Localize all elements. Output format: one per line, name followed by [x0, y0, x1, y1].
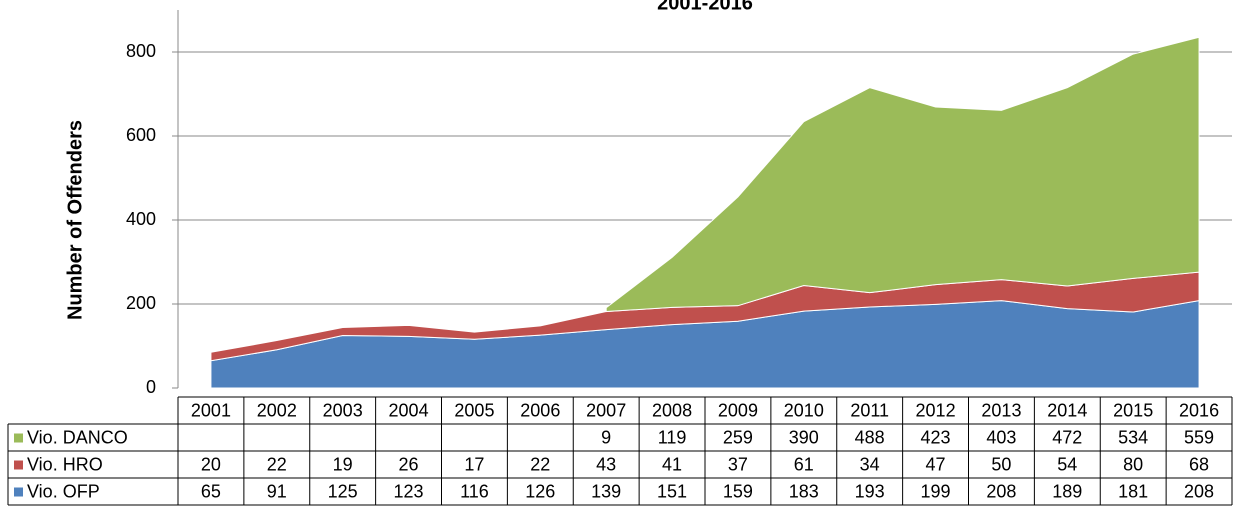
x-tick-label: 2016 — [1179, 400, 1219, 420]
x-tick-label: 2007 — [586, 400, 626, 420]
x-tick-label: 2013 — [981, 400, 1021, 420]
x-tick-label: 2001 — [191, 400, 231, 420]
x-tick-label: 2004 — [389, 400, 429, 420]
table-cell: 534 — [1118, 427, 1148, 447]
table-cell: 139 — [591, 481, 621, 501]
table-cell: 559 — [1184, 427, 1214, 447]
legend-label: Vio. DANCO — [27, 427, 128, 447]
table-cell: 151 — [657, 481, 687, 501]
table-cell: 54 — [1057, 454, 1077, 474]
table-cell: 61 — [794, 454, 814, 474]
x-tick-label: 2002 — [257, 400, 297, 420]
table-cell: 123 — [394, 481, 424, 501]
table-cell: 9 — [601, 427, 611, 447]
table-cell: 50 — [991, 454, 1011, 474]
table-cell: 259 — [723, 427, 753, 447]
y-tick-label: 400 — [126, 209, 156, 229]
table-cell: 199 — [921, 481, 951, 501]
area — [605, 36, 1200, 313]
table-cell: 390 — [789, 427, 819, 447]
y-tick-label: 0 — [146, 377, 156, 397]
table-cell: 22 — [267, 454, 287, 474]
x-tick-label: 2010 — [784, 400, 824, 420]
area — [210, 271, 1200, 362]
table-cell: 68 — [1189, 454, 1209, 474]
table-cell: 208 — [986, 481, 1016, 501]
chart-title: 2001-2016 — [657, 0, 753, 14]
y-axis-label: Number of Offenders — [64, 120, 86, 320]
x-tick-label: 2008 — [652, 400, 692, 420]
table-cell: 37 — [728, 454, 748, 474]
table-cell: 472 — [1052, 427, 1082, 447]
table-cell: 43 — [596, 454, 616, 474]
table-cell: 47 — [926, 454, 946, 474]
table-cell: 119 — [658, 427, 687, 447]
table-cell: 183 — [789, 481, 819, 501]
table-cell: 208 — [1184, 481, 1214, 501]
table-cell: 403 — [986, 427, 1016, 447]
table-cell: 65 — [201, 481, 221, 501]
table-cell: 17 — [464, 454, 484, 474]
table-cell: 19 — [333, 454, 353, 474]
x-tick-label: 2012 — [916, 400, 956, 420]
table-cell: 181 — [1118, 481, 1148, 501]
table-cell: 22 — [530, 454, 550, 474]
x-tick-label: 2006 — [520, 400, 560, 420]
table-cell: 20 — [201, 454, 221, 474]
table-cell: 423 — [921, 427, 951, 447]
x-tick-label: 2009 — [718, 400, 758, 420]
table-cell: 125 — [328, 481, 358, 501]
table-cell: 34 — [860, 454, 880, 474]
table-cell: 488 — [855, 427, 885, 447]
table-cell: 41 — [662, 454, 682, 474]
x-tick-label: 2015 — [1113, 400, 1153, 420]
table-cell: 26 — [399, 454, 419, 474]
x-tick-label: 2005 — [454, 400, 494, 420]
legend-label: Vio. OFP — [27, 481, 100, 501]
table-cell: 116 — [460, 481, 489, 501]
table-cell: 159 — [723, 481, 753, 501]
table-cell: 80 — [1123, 454, 1143, 474]
x-tick-label: 2011 — [850, 400, 889, 420]
table-cell: 193 — [855, 481, 885, 501]
table-cell: 126 — [525, 481, 555, 501]
y-tick-label: 600 — [126, 125, 156, 145]
table-cell: 189 — [1052, 481, 1082, 501]
x-tick-label: 2014 — [1047, 400, 1087, 420]
table-cell: 91 — [267, 481, 287, 501]
legend-swatch — [14, 487, 23, 497]
legend-swatch — [14, 460, 23, 470]
y-tick-label: 200 — [126, 293, 156, 313]
y-tick-label: 800 — [126, 41, 156, 61]
x-tick-label: 2003 — [323, 400, 363, 420]
legend-label: Vio. HRO — [27, 454, 103, 474]
legend-swatch — [14, 433, 23, 443]
